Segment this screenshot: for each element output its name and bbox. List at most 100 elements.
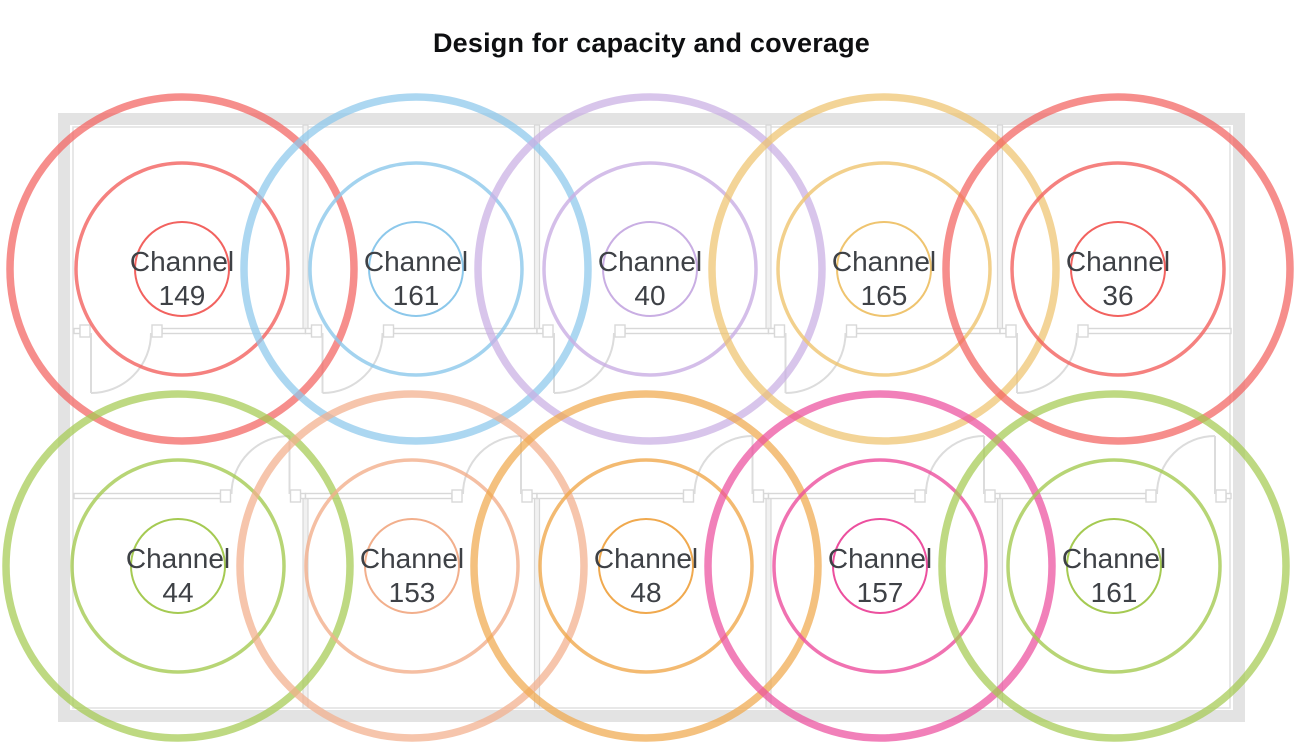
coverage-ring-outer <box>2 390 354 742</box>
ap-label: Channel 161 <box>364 246 468 311</box>
top-divider-wall <box>765 124 772 334</box>
door-jamb <box>752 489 765 503</box>
ap-label-channel-number: 36 <box>1102 280 1133 311</box>
access-point-coverage-channel-161 <box>938 390 1290 742</box>
ap-label-channel-number: 44 <box>162 577 193 608</box>
coverage-ring-outer <box>240 93 592 445</box>
floorplan-layer <box>58 113 1245 722</box>
ap-label-word: Channel <box>130 246 234 277</box>
door-jamb <box>451 489 463 503</box>
coverage-ring-inner <box>134 221 230 317</box>
access-point-coverage-channel-161 <box>240 93 592 445</box>
coverage-ring-middle <box>304 458 520 674</box>
ap-label-word: Channel <box>1062 543 1166 574</box>
bottom-divider-wall <box>996 495 1004 709</box>
ap-label-word: Channel <box>1066 246 1170 277</box>
door-jamb <box>1145 489 1157 503</box>
room-wall-bottom-row <box>762 492 770 500</box>
door-swing-arc <box>230 435 290 495</box>
ap-label-channel-number: 157 <box>857 577 904 608</box>
top-divider-wall <box>996 124 1004 334</box>
room-wall-bottom-row <box>299 492 307 500</box>
room-wall-top-row <box>767 327 776 335</box>
ap-label-channel-number: 161 <box>1091 577 1138 608</box>
ap-label: Channel 48 <box>594 543 698 608</box>
coverage-ring-outer <box>474 93 826 445</box>
coverage-ring-middle <box>70 458 286 674</box>
coverage-ring-inner <box>602 221 698 317</box>
bottom-divider-wall <box>533 495 541 709</box>
room-wall-top-row <box>73 327 81 335</box>
door-jamb <box>845 324 858 338</box>
ap-label-word: Channel <box>360 543 464 574</box>
room-wall-bottom-row <box>1225 492 1232 500</box>
coverage-ring-middle <box>74 161 290 377</box>
access-point-coverage-channel-40 <box>474 93 826 445</box>
door-jamb <box>79 324 91 338</box>
access-point-coverage-channel-153 <box>236 390 588 742</box>
ap-label: Channel 40 <box>598 246 702 311</box>
ap-label-channel-number: 149 <box>159 280 206 311</box>
ap-label: Channel 165 <box>832 246 936 311</box>
building-outer-wall <box>58 113 1245 722</box>
door-jamb <box>614 324 626 338</box>
ap-label-channel-number: 48 <box>630 577 661 608</box>
coverage-ring-outer <box>938 390 1290 742</box>
coverage-ring-middle <box>308 161 524 377</box>
building-inner-lining <box>72 126 1231 709</box>
door-swing-arc <box>322 332 384 394</box>
coverage-ring-middle <box>1006 458 1222 674</box>
coverage-ring-outer <box>942 93 1294 445</box>
ap-label-word: Channel <box>828 543 932 574</box>
door-jamb <box>914 489 926 503</box>
coverage-ring-inner <box>836 221 932 317</box>
access-point-coverage-channel-36 <box>942 93 1294 445</box>
door-jamb <box>682 489 695 503</box>
door-jamb <box>984 489 996 503</box>
coverage-layer <box>2 93 1294 742</box>
ap-label-word: Channel <box>832 246 936 277</box>
door-swing-arc <box>1156 435 1216 495</box>
bottom-divider-wall <box>765 495 772 709</box>
room-wall-bottom-row <box>994 492 1001 500</box>
door-jamb <box>542 324 554 338</box>
door-jamb <box>1077 324 1089 338</box>
coverage-ring-middle <box>772 458 988 674</box>
door-swing-arc <box>1016 332 1078 394</box>
room-wall-bottom-row <box>531 492 538 500</box>
coverage-ring-outer <box>470 390 822 742</box>
ap-label-channel-number: 165 <box>861 280 908 311</box>
ap-label-word: Channel <box>594 543 698 574</box>
ap-label: Channel 36 <box>1066 246 1170 311</box>
door-swing-arc <box>462 435 522 495</box>
access-point-coverage-channel-165 <box>708 93 1060 445</box>
room-wall-top-row <box>855 327 1001 335</box>
door-jamb <box>521 489 533 503</box>
top-divider-wall <box>533 124 541 334</box>
coverage-ring-outer <box>236 390 588 742</box>
coverage-ring-outer <box>708 93 1060 445</box>
access-point-coverage-channel-44 <box>2 390 354 742</box>
ap-label: Channel 153 <box>360 543 464 608</box>
access-point-coverage-channel-48 <box>470 390 822 742</box>
ap-label: Channel 44 <box>126 543 230 608</box>
coverage-ring-middle <box>1010 161 1226 377</box>
ap-label-word: Channel <box>598 246 702 277</box>
ap-label: Channel 161 <box>1062 543 1166 608</box>
coverage-ring-middle <box>538 458 754 674</box>
door-jamb <box>773 324 786 338</box>
coverage-ring-inner <box>1066 518 1162 614</box>
door-jamb <box>382 324 395 338</box>
door-jamb <box>310 324 323 338</box>
door-jamb <box>151 324 163 338</box>
ap-label-channel-number: 40 <box>634 280 665 311</box>
diagram-title: Design for capacity and coverage <box>432 28 871 58</box>
access-point-coverage-channel-157 <box>704 390 1056 742</box>
door-jamb <box>1005 324 1017 338</box>
coverage-ring-outer <box>6 93 358 445</box>
ap-label: Channel 157 <box>828 543 932 608</box>
ap-label-channel-number: 153 <box>389 577 436 608</box>
ap-label-word: Channel <box>126 543 230 574</box>
